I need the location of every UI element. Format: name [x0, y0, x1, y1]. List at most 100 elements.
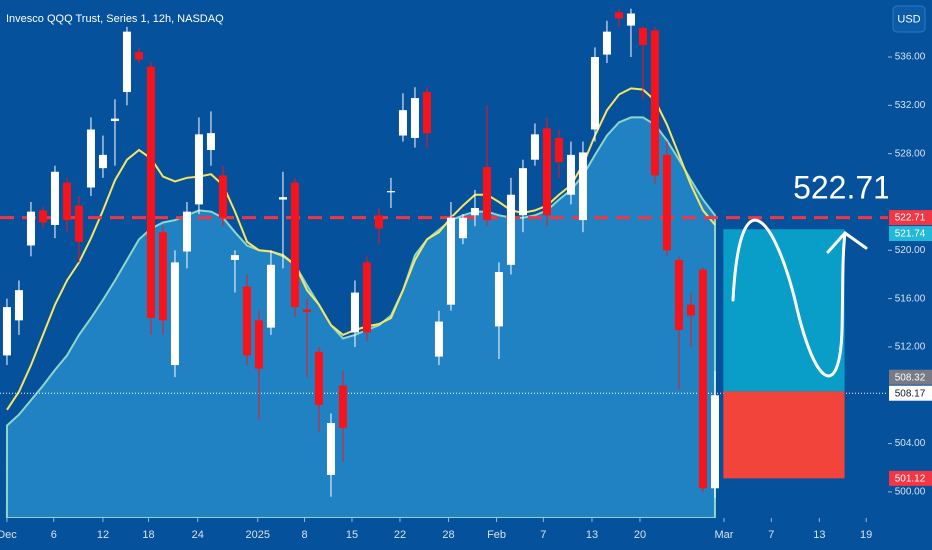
- candle-body: [566, 154, 575, 195]
- x-tick-label: Mar: [714, 529, 733, 541]
- candle-body: [446, 217, 455, 305]
- candle-body: [674, 259, 683, 331]
- x-tick-label: 19: [860, 529, 872, 541]
- stop-zone: [723, 391, 845, 479]
- x-tick-label: 28: [442, 529, 454, 541]
- candle-body: [134, 52, 143, 60]
- candle-body: [458, 217, 467, 239]
- x-tick-label: 7: [768, 529, 774, 541]
- price-label-box: [889, 470, 932, 486]
- chart-title: Invesco QQQ Trust, Series 1, 12h, NASDAQ: [6, 13, 224, 25]
- x-tick-label: 2025: [246, 529, 270, 541]
- candle-body: [638, 28, 647, 45]
- candle-body: [170, 262, 179, 366]
- x-tick-label: 15: [346, 529, 358, 541]
- x-tick-label: Feb: [487, 529, 506, 541]
- y-tick-label: 516.00: [895, 293, 926, 304]
- drawn-arrow: [731, 218, 847, 378]
- price-label: 508.32: [895, 372, 926, 383]
- currency-button[interactable]: [892, 5, 926, 33]
- target-zone: [723, 229, 845, 392]
- candle-body: [302, 309, 311, 312]
- candle-body: [386, 191, 395, 193]
- candle-body: [470, 208, 479, 216]
- candle-body: [26, 211, 35, 246]
- candle-body: [410, 98, 419, 138]
- candle-body: [86, 129, 95, 188]
- candle-body: [230, 255, 239, 260]
- candle-body: [362, 262, 371, 333]
- price-label-box: [889, 385, 932, 401]
- x-tick-label: 20: [634, 529, 646, 541]
- candle-body: [2, 307, 11, 356]
- ma-line: [6, 87, 716, 411]
- price-axis: [888, 0, 932, 550]
- candle-body: [326, 423, 335, 475]
- candle-body: [518, 168, 527, 216]
- candle-body: [434, 321, 443, 357]
- candle-body: [182, 211, 191, 252]
- candle-body: [494, 272, 503, 327]
- candle-body: [482, 166, 491, 221]
- candle-body: [290, 182, 299, 308]
- price-label-box: [889, 369, 932, 385]
- y-tick-label: 528.00: [895, 148, 926, 159]
- candle-body: [554, 137, 563, 163]
- drawn-arrow-head: [826, 230, 868, 254]
- plot-area: 522.71: [0, 8, 891, 519]
- candle-body: [206, 133, 215, 151]
- x-tick-label: 7: [540, 529, 546, 541]
- candle-body: [542, 128, 551, 216]
- x-tick-label: 13: [813, 529, 825, 541]
- price-label: 522.71: [895, 213, 926, 224]
- candle-body: [650, 30, 659, 176]
- y-tick-label: 520.00: [895, 245, 926, 256]
- price-label: 501.12: [895, 474, 926, 485]
- x-tick-label: 24: [192, 529, 204, 541]
- price-label-box: [889, 226, 932, 242]
- candle-body: [686, 304, 695, 316]
- currency-label[interactable]: USD: [897, 13, 920, 25]
- candle-body: [590, 57, 599, 130]
- candle-body: [350, 292, 359, 333]
- candle-body: [254, 320, 263, 369]
- x-tick-label: 22: [394, 529, 406, 541]
- x-tick-label: 18: [142, 529, 154, 541]
- candle-body: [602, 31, 611, 55]
- candle-body: [506, 194, 515, 265]
- candle-body: [218, 175, 227, 218]
- candle-body: [50, 171, 59, 225]
- candle-body: [194, 134, 203, 205]
- candle-body: [110, 118, 119, 122]
- candle-body: [614, 12, 623, 19]
- candle-body: [698, 269, 707, 489]
- y-tick-label: 504.00: [895, 438, 926, 449]
- price-label: 521.74: [895, 229, 926, 240]
- candle-body: [338, 385, 347, 428]
- candle-body: [530, 134, 539, 160]
- y-tick-label: 500.00: [895, 487, 926, 498]
- candle-body: [146, 66, 155, 318]
- candle-body: [122, 31, 131, 93]
- y-tick-label: 532.00: [895, 100, 926, 111]
- axes: 500.00 504.00 512.00 516.00 520.00 528.00 532.…: [0, 52, 932, 541]
- candle-body: [578, 152, 587, 221]
- x-tick-label: 13: [586, 529, 598, 541]
- x-tick-label: Dec: [0, 529, 17, 541]
- candle-body: [158, 232, 167, 321]
- annotation: 522.71: [793, 169, 891, 205]
- candle-body: [710, 395, 719, 489]
- y-tick-label: 512.00: [895, 342, 926, 353]
- candle-body: [38, 210, 47, 223]
- price-label-box: [889, 210, 932, 226]
- y-tick-label: 536.00: [895, 52, 926, 63]
- candle-body: [98, 154, 107, 169]
- candle-body: [242, 286, 251, 356]
- candle-body: [266, 264, 275, 328]
- candle-body: [62, 182, 71, 221]
- candle-body: [662, 154, 671, 251]
- x-tick-label: 12: [97, 529, 109, 541]
- time-axis: [0, 518, 888, 550]
- candle-body: [278, 197, 287, 200]
